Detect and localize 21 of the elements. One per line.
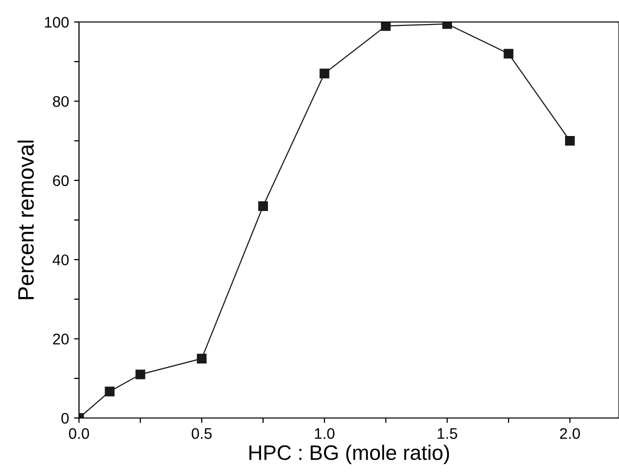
x-axis-title: HPC : BG (mole ratio) — [249, 444, 450, 464]
point — [320, 68, 330, 78]
point — [565, 136, 575, 146]
y-axis-title: Percent removal — [18, 140, 34, 300]
point — [196, 354, 207, 364]
point — [504, 48, 514, 59]
x-tick-label: 0.0 — [68, 428, 90, 439]
y-tick-label: 20 — [53, 334, 69, 344]
point — [258, 201, 268, 211]
point — [380, 22, 391, 31]
y-tick-label: 40 — [52, 254, 69, 266]
y-tick-label: 0 — [61, 412, 69, 424]
y-tick-label: 80 — [52, 96, 69, 107]
x-tick-label: 1.5 — [438, 428, 458, 439]
x-tick-label: 2.0 — [560, 428, 580, 439]
x-tick-label: 0.5 — [192, 428, 212, 439]
y-tick-label: 60 — [53, 175, 69, 186]
x-tick-label: 1.0 — [315, 428, 334, 439]
y-tick-label: 100 — [44, 16, 69, 28]
point — [104, 386, 115, 396]
point — [136, 370, 146, 380]
